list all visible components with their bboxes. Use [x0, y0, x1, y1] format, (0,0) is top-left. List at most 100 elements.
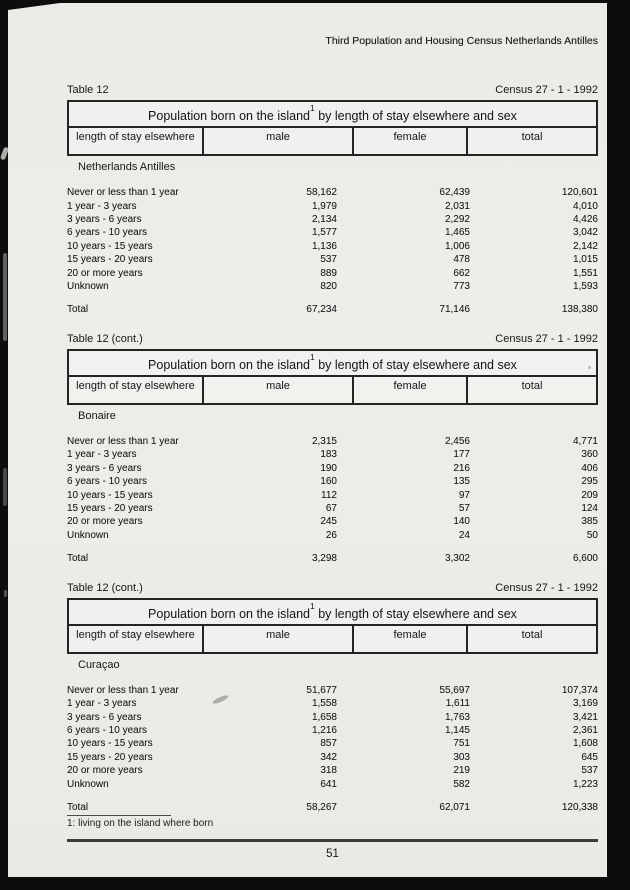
column-header-total: total — [521, 379, 543, 392]
female-value: 1,763 — [444, 711, 470, 723]
male-value: 245 — [320, 516, 337, 528]
column-header-length-of-stay: length of stay elsewhere — [69, 376, 204, 403]
row-label: 10 years - 15 years — [67, 738, 153, 750]
footer-rule — [67, 839, 598, 842]
total-value: 50 — [586, 529, 598, 541]
table-caption: Table 12 (cont.) — [67, 332, 143, 345]
row-label: 1 year - 3 years — [67, 698, 137, 710]
row-label: 6 years - 10 years — [67, 476, 148, 488]
male-value: 342 — [320, 751, 337, 763]
table-title-text: Population born on the island — [148, 357, 310, 372]
total-value: 2,142 — [572, 240, 598, 252]
total-value: 1,015 — [572, 254, 598, 266]
table-row: 20 or more years 318 219 537 — [67, 764, 598, 777]
table-header-box: Population born on the island1 by length… — [67, 348, 598, 405]
female-value: 2,456 — [444, 435, 470, 447]
table-row: Unknown 820 773 1,593 — [67, 280, 598, 293]
row-label: 6 years - 10 years — [67, 725, 148, 736]
column-header-female: female — [354, 625, 468, 652]
table-row: 1 year - 3 years 1,979 2,031 4,010 — [67, 200, 598, 213]
total-slot: Total 58,267 62,071 120,338 — [67, 801, 598, 814]
row-label: Total — [67, 553, 89, 565]
footnote-rule — [67, 815, 171, 817]
column-header-length-of-stay: length of stay elsewhere — [69, 625, 204, 652]
male-value: 3,298 — [311, 553, 337, 565]
male-value: 889 — [320, 267, 337, 279]
row-label: 20 or more years — [67, 765, 143, 777]
island-section-label: Netherlands Antilles — [78, 161, 176, 174]
male-value: 1,136 — [311, 240, 337, 252]
island-section-label: Bonaire — [78, 409, 116, 422]
female-value: 135 — [453, 476, 470, 488]
table-row: 10 years - 15 years 1,136 1,006 2,142 — [67, 240, 598, 253]
female-value: 216 — [453, 462, 470, 474]
total-value: 209 — [581, 489, 598, 501]
table-rows: Never or less than 1 year 2,315 2,456 4,771… — [67, 435, 598, 542]
table-title-text: Population born on the island — [148, 606, 310, 621]
female-value: 97 — [458, 489, 470, 501]
table-row: 3 years - 6 years 1,658 1,763 3,421 — [67, 711, 598, 724]
male-value: 857 — [320, 738, 337, 750]
male-value: 318 — [320, 765, 337, 777]
female-value: 219 — [453, 765, 470, 777]
total-value: 2,361 — [572, 725, 598, 736]
column-header-female: female — [354, 128, 468, 155]
table-rows: Never or less than 1 year 51,677 55,697 107… — [67, 684, 598, 791]
table-row: 1 year - 3 years 183 177 360 — [67, 448, 598, 461]
total-row: Total 3,298 3,302 6,600 — [67, 552, 598, 565]
column-header-male: male — [204, 128, 354, 155]
row-label: Never or less than 1 year — [67, 435, 179, 447]
row-label: Total — [67, 304, 89, 316]
female-value: 57 — [458, 503, 470, 514]
total-value: 107,374 — [561, 684, 598, 696]
male-value: 160 — [320, 476, 337, 488]
male-value: 820 — [320, 281, 337, 292]
total-value: 360 — [581, 449, 598, 461]
row-label: Unknown — [67, 778, 109, 790]
table-row: 20 or more years 889 662 1,551 — [67, 267, 598, 280]
scan-edge-streak — [3, 253, 7, 341]
column-header-total: total — [521, 131, 543, 144]
island-section-label: Curaçao — [78, 658, 120, 671]
female-value: 303 — [453, 751, 470, 763]
female-value: 1,145 — [444, 725, 470, 736]
column-header-row: length of stay elsewhere male female tot… — [69, 128, 596, 155]
male-value: 67 — [325, 503, 337, 514]
male-value: 1,558 — [311, 698, 337, 710]
table-row: 15 years - 20 years 342 303 645 — [67, 751, 598, 764]
census-date: Census 27 - 1 - 1992 — [495, 332, 598, 345]
table-title: Population born on the island1 by length… — [69, 102, 596, 129]
row-label: 6 years - 10 years — [67, 227, 148, 239]
total-slot: Total 67,234 71,146 138,380 — [67, 303, 598, 316]
footnote-text: 1: living on the island where born — [67, 818, 214, 830]
footnote-marker: 1 — [309, 103, 315, 113]
total-row: Total 58,267 62,071 120,338 — [67, 801, 598, 814]
row-label: 15 years - 20 years — [67, 254, 153, 266]
table-caption-row: Table 12 (cont.) Census 27 - 1 - 1992 — [67, 333, 598, 346]
census-table: Table 12 (cont.) Census 27 - 1 - 1992 Po… — [67, 582, 598, 831]
female-value: 1,465 — [444, 227, 470, 239]
male-value: 641 — [320, 778, 337, 790]
table-row: Unknown 641 582 1,223 — [67, 778, 598, 791]
table-rows: Never or less than 1 year 58,162 62,439 120… — [67, 186, 598, 293]
total-value: 120,601 — [561, 187, 598, 199]
total-value: 3,421 — [572, 711, 598, 723]
row-label: 15 years - 20 years — [67, 751, 153, 763]
female-value: 751 — [453, 738, 470, 750]
total-value: 406 — [581, 462, 598, 474]
male-value: 1,658 — [311, 711, 337, 723]
table-row: 20 or more years 245 140 385 — [67, 515, 598, 528]
table-row: 6 years - 10 years 1,577 1,465 3,042 — [67, 226, 598, 239]
page-content: Third Population and Housing Census Neth… — [8, 35, 607, 830]
census-date: Census 27 - 1 - 1992 — [495, 84, 598, 96]
column-header-male: male — [204, 376, 354, 403]
column-header-row: length of stay elsewhere male female tot… — [69, 376, 596, 403]
male-value: 2,315 — [311, 435, 337, 447]
table-title-text: Population born on the island — [148, 109, 310, 124]
female-value: 55,697 — [439, 684, 470, 696]
total-value: 120,338 — [561, 802, 598, 814]
table-title: Population born on the island1 by length… — [69, 351, 596, 377]
female-value: 1,611 — [445, 698, 470, 710]
table-row: 3 years - 6 years 2,134 2,292 4,426 — [67, 213, 598, 226]
table-row: Unknown 26 24 50 — [67, 529, 598, 542]
